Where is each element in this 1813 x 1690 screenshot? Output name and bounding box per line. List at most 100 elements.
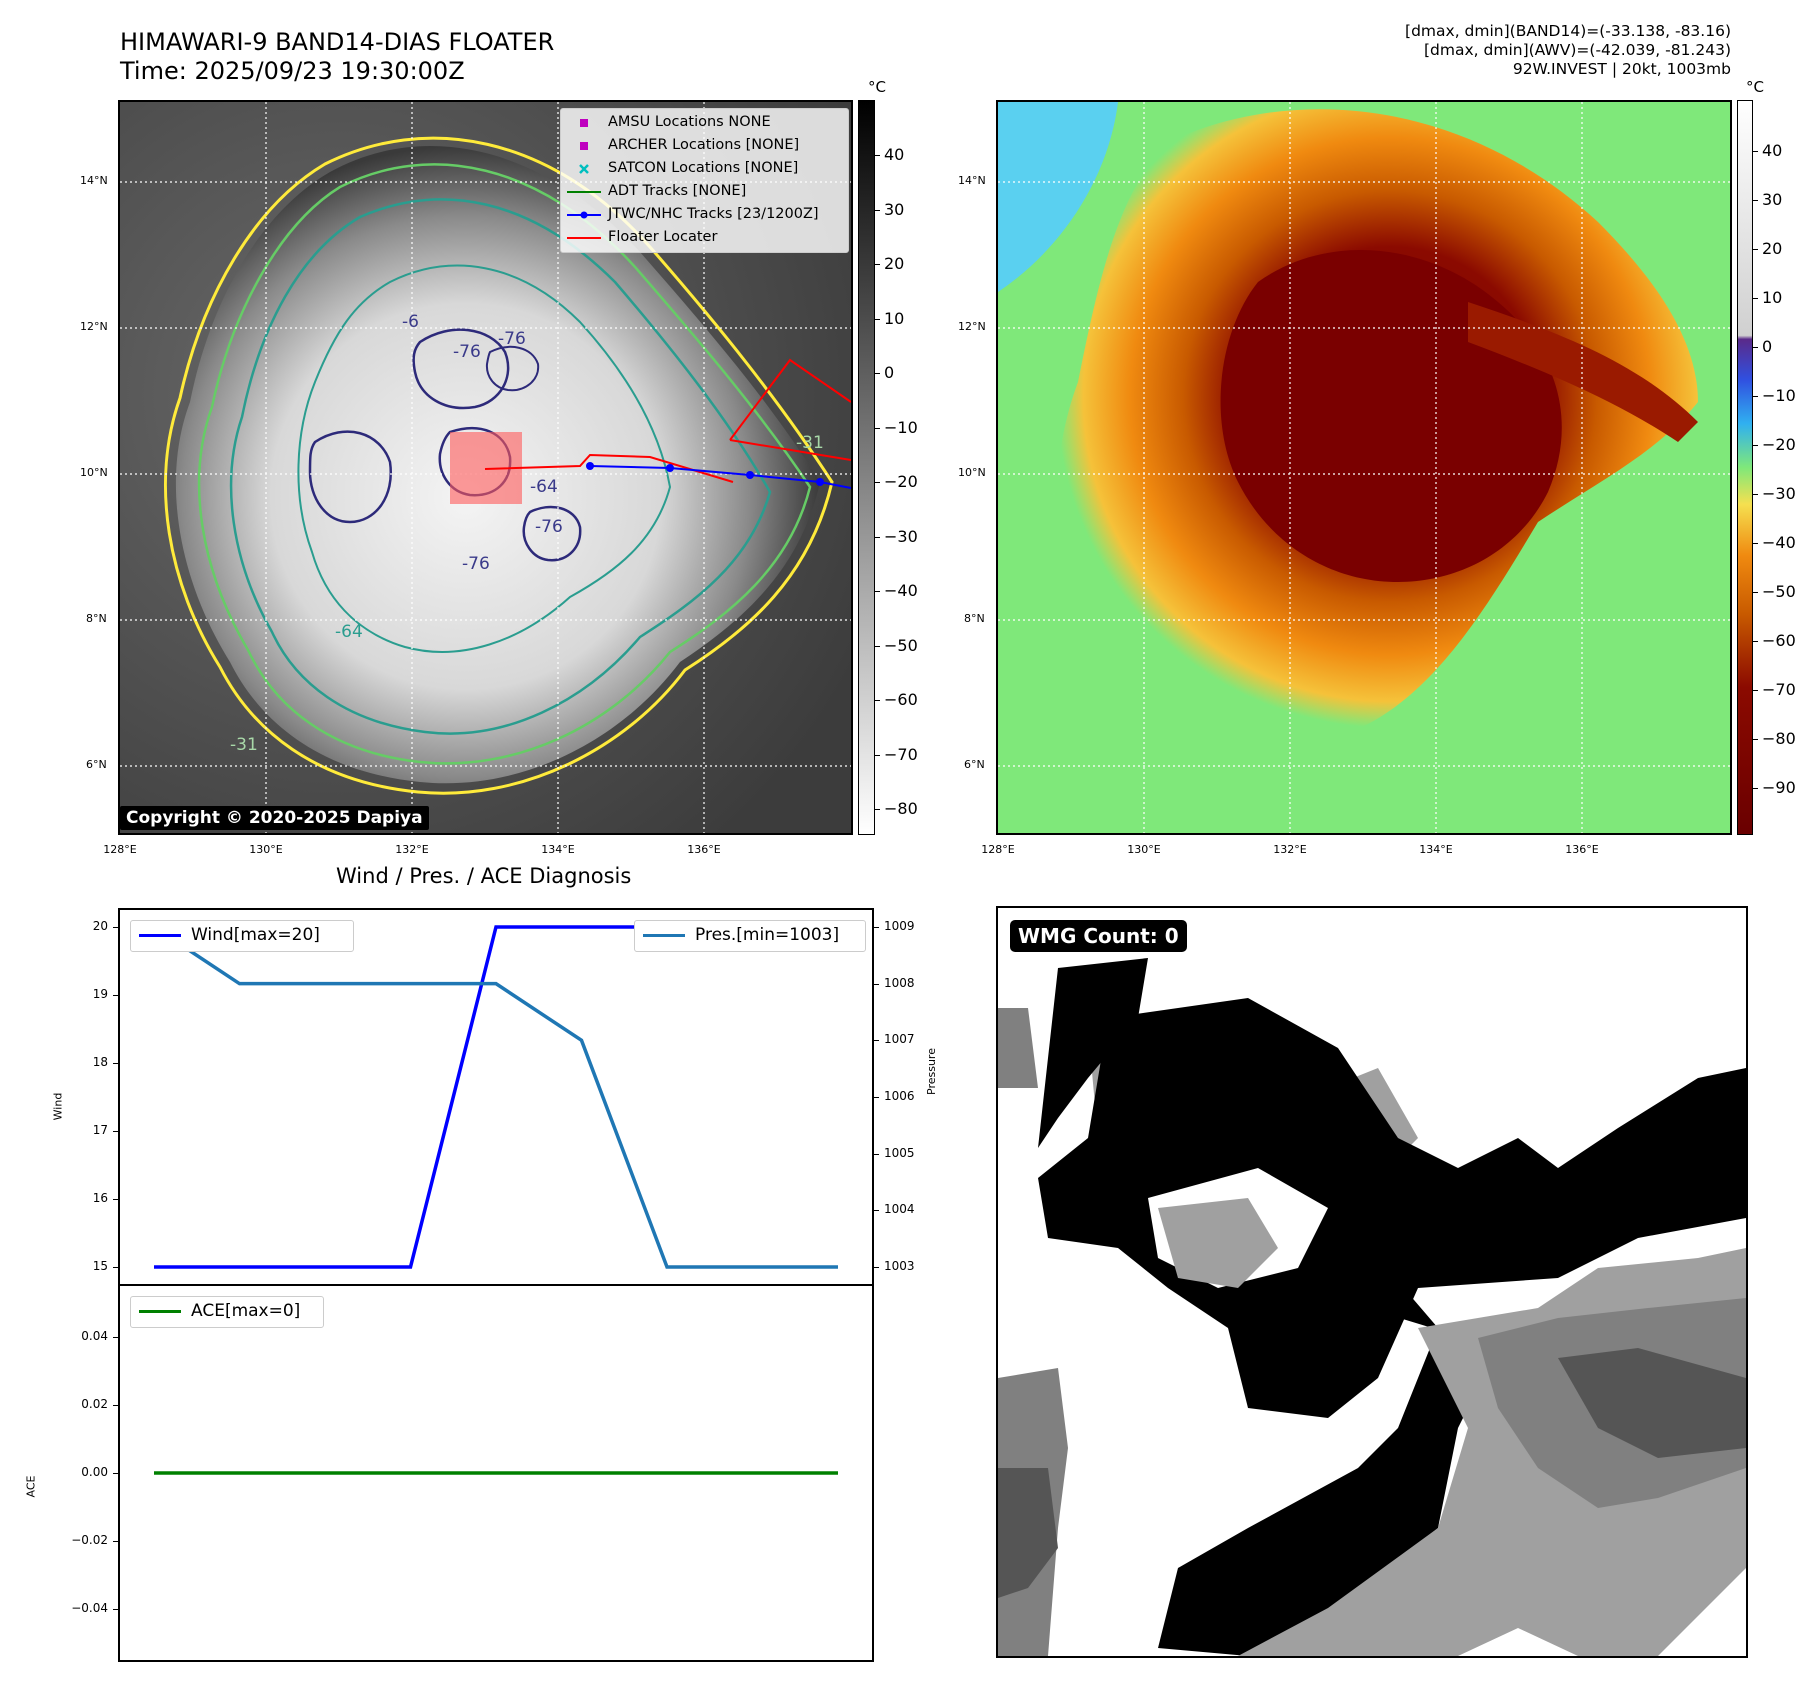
contour-label: -31 bbox=[796, 433, 824, 453]
right-colorbar-tick-mark bbox=[1753, 445, 1758, 446]
wmg-left-dark bbox=[998, 1468, 1058, 1598]
awv-map-panel bbox=[996, 100, 1732, 835]
pressure-legend: Pres.[min=1003] bbox=[634, 920, 866, 952]
right-colorbar-tick-mark bbox=[1753, 347, 1758, 348]
wind-axis-tick-label: 18 bbox=[92, 1055, 108, 1069]
jtwc-track-point bbox=[666, 464, 674, 472]
contour-labels: -76 -76 -6 -64 -76 -76 -31 -31 -64 bbox=[230, 312, 824, 755]
left-colorbar-tick-mark bbox=[875, 155, 880, 156]
lat-label: 14°N bbox=[958, 174, 986, 187]
left-colorbar-tick-label: −60 bbox=[884, 690, 918, 709]
lat-label: 12°N bbox=[80, 320, 108, 333]
pressure-axis-tick-label: 1005 bbox=[884, 1145, 915, 1160]
lat-label: 10°N bbox=[80, 466, 108, 479]
lon-label: 134°E bbox=[1419, 843, 1453, 856]
legend-item-archer: ARCHER Locations [NONE] bbox=[561, 136, 848, 156]
ace-axis-label: ACE bbox=[24, 1475, 38, 1498]
floater-locater-track-3 bbox=[729, 439, 851, 461]
title-line-1: HIMAWARI-9 BAND14-DIAS FLOATER bbox=[120, 28, 555, 56]
info-line-1: [dmax, dmin](BAND14)=(-33.138, -83.16) bbox=[1405, 22, 1731, 40]
right-colorbar-tick-mark bbox=[1753, 641, 1758, 642]
left-colorbar-tick-mark bbox=[875, 264, 880, 265]
wind-axis-tick-mark bbox=[113, 927, 118, 928]
wind-series-line bbox=[154, 925, 838, 1269]
right-colorbar-tick-label: 40 bbox=[1762, 141, 1783, 160]
pressure-axis-label: Pressure bbox=[925, 1048, 938, 1095]
left-colorbar-unit: °C bbox=[868, 78, 886, 96]
pressure-axis-tick-label: 1008 bbox=[884, 975, 915, 990]
legend-item-jtwc: JTWC/NHC Tracks [23/1200Z] bbox=[561, 205, 848, 225]
left-colorbar-tick-mark bbox=[875, 318, 880, 320]
ace-axis-tick-label: −0.04 bbox=[71, 1601, 108, 1615]
right-colorbar-tick-label: −60 bbox=[1762, 631, 1796, 650]
wind-legend-label: Wind[max=20] bbox=[191, 925, 320, 945]
legend-item-satcon: SATCON Locations [NONE] bbox=[561, 159, 848, 179]
teal-contour bbox=[229, 198, 772, 735]
wind-pressure-panel: Wind[max=20] Pres.[min=1003] bbox=[118, 908, 874, 1286]
left-colorbar-tick-label: −20 bbox=[884, 472, 918, 491]
pressure-axis-tick-mark bbox=[874, 1040, 879, 1042]
lon-label: 136°E bbox=[1565, 843, 1599, 856]
right-colorbar-tick-label: −50 bbox=[1762, 582, 1796, 601]
contour-label: -64 bbox=[530, 477, 558, 497]
lat-label: 12°N bbox=[958, 320, 986, 333]
contour-label: -6 bbox=[402, 312, 419, 332]
info-line-2: [dmax, dmin](AWV)=(-42.039, -81.243) bbox=[1424, 41, 1731, 59]
left-colorbar-tick-label: 40 bbox=[884, 145, 905, 164]
right-colorbar-tick-mark bbox=[1753, 592, 1758, 593]
ace-axis-tick-mark bbox=[113, 1473, 118, 1474]
wind-axis-tick-label: 20 bbox=[92, 919, 108, 933]
ace-axis-tick-label: 0.00 bbox=[81, 1465, 108, 1479]
teal-contour-inner bbox=[297, 264, 672, 653]
left-colorbar-tick-label: −40 bbox=[884, 581, 918, 600]
wind-pressure-plot bbox=[153, 925, 838, 1269]
lat-label: 6°N bbox=[964, 758, 985, 771]
pressure-axis-tick-mark bbox=[874, 1267, 879, 1268]
ace-axis-tick-mark bbox=[113, 1609, 118, 1610]
left-colorbar-tick-label: 20 bbox=[884, 254, 905, 273]
wmg-panel bbox=[996, 906, 1748, 1658]
ace-axis-tick-label: −0.02 bbox=[71, 1533, 108, 1547]
right-colorbar-tick-mark bbox=[1753, 298, 1758, 299]
right-colorbar-tick-mark bbox=[1753, 200, 1758, 201]
awv-gridlines bbox=[998, 102, 1730, 833]
lon-label: 128°E bbox=[103, 843, 137, 856]
right-colorbar-tick-mark bbox=[1753, 543, 1758, 544]
ace-legend-label: ACE[max=0] bbox=[191, 1301, 301, 1321]
wmg-count-badge: WMG Count: 0 bbox=[1010, 920, 1187, 952]
contour-label: -76 bbox=[462, 554, 490, 574]
left-colorbar bbox=[858, 100, 875, 835]
wmg-gray-region-2 bbox=[1158, 1198, 1278, 1288]
wind-legend-swatch bbox=[139, 934, 181, 937]
legend-label: ARCHER Locations [NONE] bbox=[608, 137, 800, 153]
legend-item-floater: Floater Locater bbox=[561, 228, 848, 248]
left-colorbar-tick-label: 0 bbox=[884, 363, 895, 382]
legend-label: JTWC/NHC Tracks [23/1200Z] bbox=[608, 206, 819, 222]
pressure-axis-tick-label: 1007 bbox=[884, 1032, 915, 1047]
ace-plot bbox=[154, 1471, 838, 1475]
lat-label: 6°N bbox=[86, 758, 107, 771]
pressure-axis-tick-mark bbox=[874, 1097, 879, 1098]
left-colorbar-tick-label: −10 bbox=[884, 417, 918, 437]
right-colorbar-tick-label: 30 bbox=[1762, 190, 1783, 209]
square-marker-icon bbox=[580, 119, 588, 127]
right-colorbar-tick-mark bbox=[1753, 788, 1758, 789]
diagnosis-title: Wind / Pres. / ACE Diagnosis bbox=[336, 864, 632, 888]
navy-contour-5 bbox=[485, 345, 540, 392]
right-colorbar-tick-label: −90 bbox=[1762, 778, 1796, 797]
pressure-axis-tick-mark bbox=[874, 1210, 879, 1212]
contour-label: -31 bbox=[230, 735, 258, 755]
left-colorbar-tick-mark bbox=[875, 754, 880, 756]
green-contour bbox=[197, 163, 812, 765]
lon-label: 136°E bbox=[687, 843, 721, 856]
info-line-3: 92W.INVEST | 20kt, 1003mb bbox=[1512, 60, 1731, 78]
right-colorbar-tick-label: −10 bbox=[1762, 386, 1796, 405]
right-colorbar-tick-mark bbox=[1753, 151, 1758, 152]
wmg-raster bbox=[998, 908, 1746, 1656]
wmg-black-region-2 bbox=[1038, 998, 1746, 1418]
right-colorbar-tick-mark bbox=[1753, 494, 1758, 495]
pressure-legend-label: Pres.[min=1003] bbox=[695, 925, 840, 945]
right-colorbar-tick-mark bbox=[1753, 690, 1758, 691]
left-colorbar-tick-mark bbox=[875, 373, 880, 374]
navy-contour-2 bbox=[308, 430, 393, 524]
